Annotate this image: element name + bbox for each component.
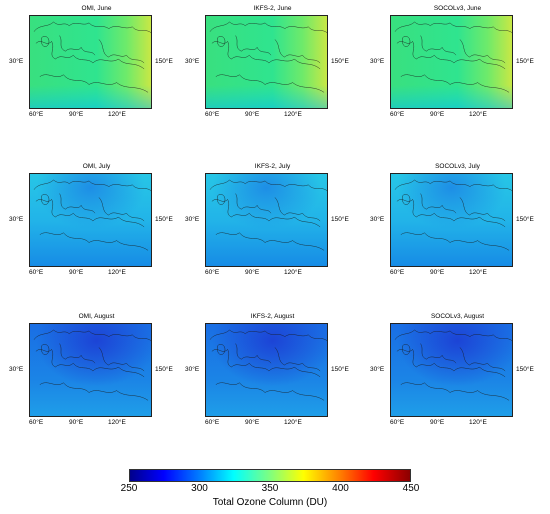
lon-tick-label: 90°E [69, 419, 84, 426]
colorbar-tick-350: 350 [261, 483, 279, 494]
lon-tick-label: 60°E [390, 419, 405, 426]
lon-tick-label: 60°E [205, 269, 220, 276]
ozone-map [205, 173, 328, 267]
colorbar-tick-450: 450 [402, 483, 420, 494]
lon-tick-label: 120°E [284, 419, 302, 426]
panel-title: IKFS-2, August [250, 313, 295, 320]
axis-label-left: 30°E [9, 366, 24, 373]
lon-tick-label: 90°E [430, 419, 445, 426]
ozone-map [29, 15, 152, 109]
lon-tick-label: 120°E [469, 419, 487, 426]
panel-title: IKFS-2, June [253, 5, 292, 12]
axis-label-right: 150°E [516, 58, 534, 65]
lon-tick-label: 60°E [205, 111, 220, 118]
ozone-map [390, 173, 513, 267]
lon-tick-label: 90°E [430, 111, 445, 118]
axis-label-right: 150°E [155, 366, 173, 373]
colorbar-title: Total Ozone Column (DU) [212, 497, 328, 508]
lon-tick-label: 90°E [69, 111, 84, 118]
map-panel-july-omi: OMI, July 30°E 150°E 60°E 90°E 120°E [9, 163, 184, 283]
panel-title: OMI, August [78, 313, 115, 320]
lon-tick-label: 120°E [108, 111, 126, 118]
lon-tick-label: 60°E [29, 269, 44, 276]
ozone-map [205, 323, 328, 417]
axis-label-right: 150°E [155, 216, 173, 223]
map-panel-august-omi: OMI, August 30°E 150°E 60°E 90°E 120°E [9, 313, 184, 433]
lon-tick-label: 90°E [69, 269, 84, 276]
colorbar-legend: 250 300 350 400 450 Total Ozone Column (… [121, 469, 419, 509]
ozone-map [29, 173, 152, 267]
lon-tick-label: 60°E [390, 111, 405, 118]
axis-label-left: 30°E [9, 58, 24, 65]
map-panel-june-ikfs2: IKFS-2, June 30°E [185, 5, 360, 125]
ozone-map [390, 15, 513, 109]
map-panel-july-ikfs2: IKFS-2, July 30°E 150°E 60°E 90°E 120°E [185, 163, 360, 283]
panel-title: SOCOLv3, August [430, 313, 485, 320]
panel-title: IKFS-2, July [254, 163, 291, 170]
map-panel-august-socolv3: SOCOLv3, August 30°E 150°E 60°E 90°E 120°E [370, 313, 545, 433]
lon-tick-label: 120°E [284, 269, 302, 276]
panel-title: SOCOLv3, July [435, 163, 480, 170]
lon-tick-label: 120°E [469, 269, 487, 276]
axis-label-right: 150°E [331, 58, 349, 65]
lon-tick-label: 60°E [29, 111, 44, 118]
axis-label-left: 30°E [9, 216, 24, 223]
axis-label-right: 150°E [516, 216, 534, 223]
map-panel-june-socolv3: SOCOLv3, June 30° [370, 5, 545, 125]
map-panel-june-omi: OMI, June 30°E 150 [9, 5, 184, 125]
colorbar-tick-400: 400 [332, 483, 349, 494]
panel-title: OMI, July [82, 163, 111, 170]
lon-tick-label: 90°E [430, 269, 445, 276]
ozone-map [29, 323, 152, 417]
axis-label-left: 30°E [185, 366, 200, 373]
lon-tick-label: 60°E [390, 269, 405, 276]
colorbar-gradient [129, 469, 411, 482]
axis-label-right: 150°E [155, 58, 173, 65]
ozone-map [205, 15, 328, 109]
axis-label-left: 30°E [185, 216, 200, 223]
colorbar-tick-300: 300 [191, 483, 208, 494]
axis-label-left: 30°E [185, 58, 200, 65]
axis-label-right: 150°E [331, 366, 349, 373]
axis-label-left: 30°E [370, 216, 385, 223]
lon-tick-label: 60°E [29, 419, 44, 426]
lon-tick-label: 120°E [108, 419, 126, 426]
axis-label-left: 30°E [370, 366, 385, 373]
lon-tick-label: 120°E [108, 269, 126, 276]
panel-title: OMI, June [81, 5, 112, 12]
axis-label-right: 150°E [516, 366, 534, 373]
lon-tick-label: 90°E [245, 419, 260, 426]
lon-tick-label: 90°E [245, 269, 260, 276]
lon-tick-label: 90°E [245, 111, 260, 118]
ozone-map [390, 323, 513, 417]
lon-tick-label: 120°E [469, 111, 487, 118]
map-panel-august-ikfs2: IKFS-2, August 30°E 150°E 60°E 90°E 120°E [185, 313, 360, 433]
axis-label-right: 150°E [331, 216, 349, 223]
panel-title: SOCOLv3, June [433, 5, 482, 12]
axis-label-left: 30°E [370, 58, 385, 65]
colorbar-tick-250: 250 [120, 483, 138, 494]
lon-tick-label: 120°E [284, 111, 302, 118]
map-panel-july-socolv3: SOCOLv3, July 30°E 150°E 60°E 90°E 120°E [370, 163, 545, 283]
lon-tick-label: 60°E [205, 419, 220, 426]
